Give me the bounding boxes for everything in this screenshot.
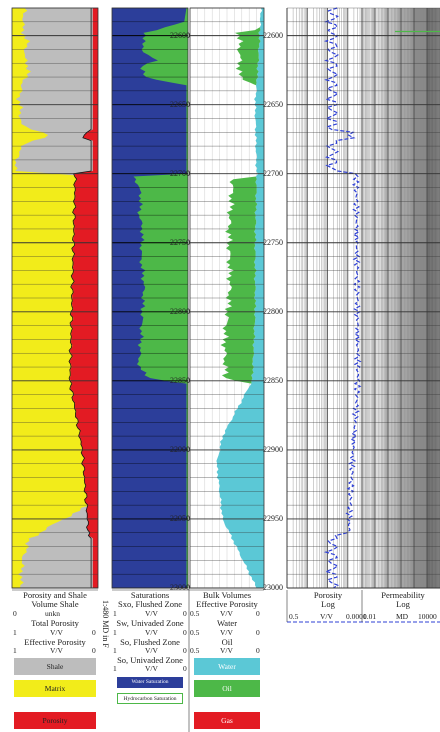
legend-water-saturation: Water Saturation (117, 677, 183, 688)
track1-tp-min: 0 (92, 628, 96, 637)
track2-curve-so-flushed: So, Flushed Zone (120, 637, 180, 647)
track1-ep-max: 1 (13, 646, 17, 655)
track4-permeability-scale: Log (396, 599, 410, 609)
depth-label: 23000 (170, 583, 190, 592)
track2-sxo-unit: V/V (145, 609, 158, 618)
depth-label: 22900 (170, 444, 190, 454)
track3-ep-unit: V/V (220, 609, 233, 618)
track3-w-unit: V/V (220, 628, 233, 637)
track1-shale-min: 0 (13, 609, 17, 618)
track1-curve-shale: Volume Shale (31, 599, 79, 609)
track1-tp-unit: V/V (50, 628, 63, 637)
track3-o-max: 0.5 (190, 646, 200, 655)
depth-label: 22950 (263, 513, 283, 523)
track1-title: Porosity and Shale (23, 590, 87, 600)
legend-porosity: Porosity (14, 712, 96, 729)
track4-porosity-unit: V/V (320, 612, 333, 621)
depth-label: 22950 (170, 513, 190, 523)
legend-shale: Shale (14, 658, 96, 675)
track1-shale-unit: unkn (45, 609, 60, 618)
depth-label: 22600 (263, 30, 283, 40)
track4-porosity-scale: Log (321, 599, 335, 609)
track4-curve-porosity: Porosity (313, 590, 343, 600)
legend-water: Water (194, 658, 260, 675)
track3-curve-water: Water (216, 618, 238, 628)
track2-sw-max: 1 (113, 628, 117, 637)
track4-perm-unit: MD (396, 612, 409, 621)
track2-sxo-max: 1 (113, 609, 117, 618)
track4-perm-min: 0.01 (363, 612, 377, 621)
track2-sxo-min: 0 (183, 609, 187, 618)
track1-curve-total-porosity: Total Porosity (31, 618, 79, 628)
track3-ep-min: 0 (256, 609, 260, 618)
bulk-water-fill (216, 8, 264, 588)
track2-sou-max: 1 (113, 664, 117, 673)
track1-ep-min: 0 (92, 646, 96, 655)
track-border (111, 7, 189, 589)
track3-o-min: 0 (256, 646, 260, 655)
depth-label: 22750 (170, 237, 190, 247)
track2-curve-sw: Sw, Univaded Zone (116, 618, 184, 628)
track2-sof-max: 1 (113, 646, 117, 655)
depth-label: 22800 (170, 306, 190, 316)
track3-w-max: 0.5 (190, 628, 200, 637)
depth-label: 22700 (170, 168, 190, 178)
track1-tp-max: 1 (13, 628, 17, 637)
depth-label: 22750 (263, 237, 283, 247)
track3-ep-max: 0.5 (190, 609, 200, 618)
depth-label: 22650 (263, 99, 283, 109)
track-border (189, 7, 265, 589)
track2-title: Saturations (130, 590, 170, 600)
depth-unit-label: 1:480 MD in F (101, 600, 110, 648)
depth-label: 22700 (263, 168, 283, 178)
track2-curve-so-uninvaded: So, Univaded Zone (117, 655, 183, 665)
track1-curve-effective-porosity: Effective Porosity (24, 637, 86, 647)
depth-label: 22650 (170, 99, 190, 109)
track2-sou-unit: V/V (145, 664, 158, 673)
track4-curve-permeability: Permeability (381, 590, 425, 600)
legend-gas: Gas (194, 712, 260, 729)
legend-matrix: Matrix (14, 680, 96, 697)
depth-label: 22850 (263, 375, 283, 385)
depth-label: 22900 (263, 444, 283, 454)
track3-curve-effective-porosity: Effective Porosity (196, 599, 258, 609)
track4-porosity-min: 0.0001 (346, 612, 367, 621)
track1-ep-unit: V/V (50, 646, 63, 655)
track2-sw-unit: V/V (145, 628, 158, 637)
depth-label: 22800 (263, 306, 283, 316)
track2-sof-min: 0 (183, 646, 187, 655)
legend-oil: Oil (194, 680, 260, 697)
legend-hydrocarbon-saturation: Hydrocarbon Saturation (117, 693, 183, 704)
track3-w-min: 0 (256, 628, 260, 637)
track-border (11, 7, 99, 589)
depth-label: 22600 (170, 30, 190, 40)
track3-title: Bulk Volumes (202, 590, 252, 600)
track3-curve-oil: Oil (221, 637, 233, 647)
track2-sof-unit: V/V (145, 646, 158, 655)
track4-porosity-max: 0.5 (289, 612, 299, 621)
track3-o-unit: V/V (220, 646, 233, 655)
track2-curve-sxo: Sxo, Flushed Zone (118, 599, 182, 609)
track4-perm-max: 10000 (418, 612, 437, 621)
depth-label: 22850 (170, 375, 190, 385)
depth-label: 23000 (263, 583, 283, 592)
track2-sw-min: 0 (183, 628, 187, 637)
track2-sou-min: 0 (183, 664, 187, 673)
